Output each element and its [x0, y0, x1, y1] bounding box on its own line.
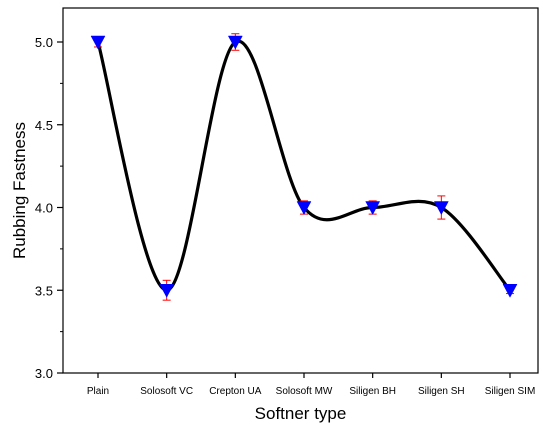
data-point	[433, 201, 449, 216]
data-markers	[90, 35, 518, 298]
x-axis-title: Softner type	[255, 404, 347, 423]
data-point	[365, 201, 381, 216]
x-tick-label: Crepton UA	[209, 386, 262, 397]
y-axis-ticks: 3.0 3.5 4.0 4.5 5.0	[35, 35, 63, 381]
data-point	[159, 284, 175, 298]
x-tick-label: Siligen BH	[349, 386, 396, 397]
x-tick-label: Solosoft VC	[140, 386, 193, 397]
data-point	[296, 201, 312, 216]
x-tick-label: Siligen SIM	[485, 386, 536, 397]
x-axis-ticks: Plain Solosoft VC Crepton UA Solosoft MW Sil…	[87, 373, 535, 397]
y-tick-label: 3.5	[35, 283, 53, 298]
data-point	[227, 35, 243, 50]
plot-frame	[62, 7, 539, 374]
data-point	[502, 284, 518, 298]
y-axis-title: Rubbing Fastness	[10, 122, 29, 259]
y-tick-label: 5.0	[35, 35, 53, 50]
y-tick-label: 3.0	[35, 366, 53, 381]
data-point	[90, 35, 106, 50]
curve-layer	[96, 39, 512, 292]
x-tick-label: Plain	[87, 386, 109, 397]
x-tick-label: Siligen SH	[418, 386, 465, 397]
x-tick-label: Solosoft MW	[276, 386, 333, 397]
series-curve	[96, 39, 512, 292]
y-tick-label: 4.5	[35, 118, 53, 133]
y-tick-label: 4.0	[35, 201, 53, 216]
